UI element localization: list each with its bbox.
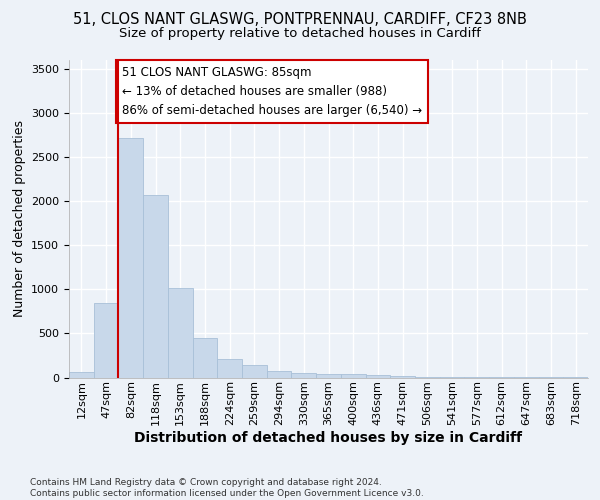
Bar [69,372,94,378]
Text: Size of property relative to detached houses in Cardiff: Size of property relative to detached ho… [119,28,481,40]
Bar [94,302,118,378]
Bar [242,364,267,378]
Bar [143,195,168,378]
Text: 51, CLOS NANT GLASWG, PONTPRENNAU, CARDIFF, CF23 8NB: 51, CLOS NANT GLASWG, PONTPRENNAU, CARDI… [73,12,527,28]
Bar [365,376,390,378]
Text: Contains HM Land Registry data © Crown copyright and database right 2024.
Contai: Contains HM Land Registry data © Crown c… [30,478,424,498]
Bar [118,138,143,378]
Bar [316,374,341,378]
Bar [267,371,292,378]
X-axis label: Distribution of detached houses by size in Cardiff: Distribution of detached houses by size … [134,431,523,445]
Bar [415,377,440,378]
Bar [217,358,242,378]
Bar [168,288,193,378]
Bar [292,372,316,378]
Bar [341,374,365,378]
Text: 51 CLOS NANT GLASWG: 85sqm
← 13% of detached houses are smaller (988)
86% of sem: 51 CLOS NANT GLASWG: 85sqm ← 13% of deta… [122,66,422,117]
Bar [193,338,217,378]
Y-axis label: Number of detached properties: Number of detached properties [13,120,26,318]
Bar [390,376,415,378]
